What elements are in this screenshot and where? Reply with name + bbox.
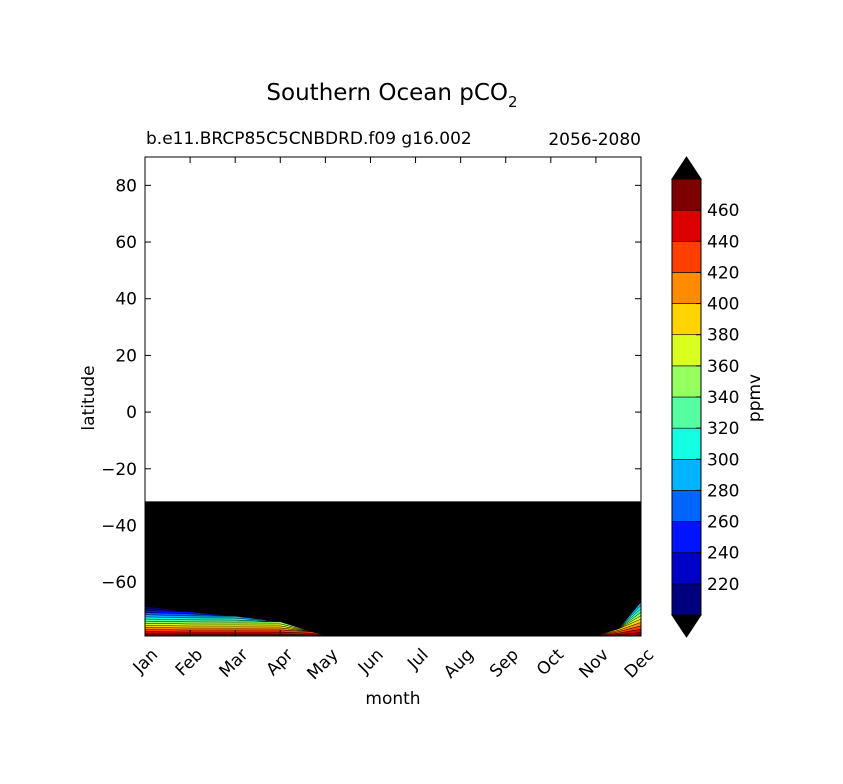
- x-tick-label-jun: Jun: [354, 645, 388, 679]
- data-region-fill: [145, 501, 641, 636]
- colorbar-band-3: [671, 490, 702, 522]
- x-axis-label: month: [365, 689, 420, 709]
- colorbar-tick-label-400: 400: [707, 295, 739, 315]
- colorbar-tick-label-380: 380: [707, 326, 739, 346]
- colorbar-tick-label-320: 320: [707, 419, 739, 439]
- plot-area: [144, 156, 642, 637]
- colorbar-band-6: [671, 396, 702, 429]
- colorbar-band-8: [671, 334, 702, 367]
- chart-title-main: Southern Ocean pCO: [266, 80, 508, 106]
- chart-title-subscript: 2: [508, 93, 518, 111]
- y-tick-label-5: −20: [101, 460, 137, 480]
- colorbar-band-5: [671, 427, 702, 460]
- colorbar-tick-label-220: 220: [707, 575, 739, 595]
- y-tick-label-3: 20: [115, 346, 137, 366]
- x-tick-label-mar: Mar: [216, 645, 253, 682]
- x-tick-label-aug: Aug: [440, 645, 478, 683]
- colorbar-band-10: [671, 272, 702, 304]
- colorbar-tick-label-300: 300: [707, 450, 739, 470]
- x-tick-label-jul: Jul: [403, 645, 432, 674]
- chart-subtitle-left: b.e11.BRCP85C5CNBDRD.f09 g16.002: [146, 129, 472, 149]
- x-tick-label-apr: Apr: [262, 645, 297, 680]
- colorbar-label: ppmv: [745, 374, 765, 422]
- colorbar-tick-label-280: 280: [707, 481, 739, 501]
- colorbar-tick-label-460: 460: [707, 201, 739, 221]
- colorbar-extend-bottom: [671, 614, 702, 638]
- colorbar-band-11: [671, 240, 702, 273]
- colorbar-band-7: [671, 365, 702, 398]
- colorbar-band-4: [671, 458, 702, 491]
- x-tick-label-jan: Jan: [129, 645, 162, 678]
- colorbar-band-9: [671, 303, 702, 336]
- y-tick-label-0: 80: [115, 176, 137, 196]
- y-tick-label-2: 40: [115, 290, 137, 310]
- y-tick-label-4: 0: [126, 403, 137, 423]
- y-axis: 80 60 40 20 0 −20 −40 −60: [101, 176, 641, 593]
- colorbar-band-2: [671, 521, 702, 554]
- x-tick-label-sep: Sep: [486, 645, 523, 682]
- colorbar-tick-label-340: 340: [707, 388, 739, 408]
- x-tick-label-may: May: [304, 645, 343, 684]
- colorbar-tick-label-420: 420: [707, 263, 739, 283]
- colorbar-band-12: [671, 209, 702, 242]
- plot-frame: [144, 156, 642, 637]
- colorbar-tick-label-440: 440: [707, 232, 739, 252]
- y-axis-label: latitude: [79, 365, 99, 430]
- colorbar-band-13: [671, 178, 702, 211]
- colorbar-tick-label-360: 360: [707, 357, 739, 377]
- chart-title: Southern Ocean pCO2: [266, 80, 517, 111]
- y-tick-label-7: −60: [101, 573, 137, 593]
- colorbar-tick-label-260: 260: [707, 513, 739, 533]
- colorbar-extend-top: [671, 156, 702, 180]
- x-tick-label-feb: Feb: [172, 645, 207, 680]
- x-tick-label-oct: Oct: [533, 645, 568, 680]
- colorbar-band-1: [671, 552, 702, 585]
- x-tick-label-nov: Nov: [575, 645, 613, 683]
- chart-subtitle-right: 2056-2080: [548, 130, 641, 150]
- colorbar-band-0: [671, 583, 702, 616]
- x-tick-label-dec: Dec: [621, 645, 658, 682]
- colorbar-tick-label-240: 240: [707, 544, 739, 564]
- y-tick-label-6: −40: [101, 516, 137, 536]
- colorbar: 220 240 260 280 300 320 340 360 380 400 420 440 460: [671, 156, 739, 638]
- y-tick-label-1: 60: [115, 233, 137, 253]
